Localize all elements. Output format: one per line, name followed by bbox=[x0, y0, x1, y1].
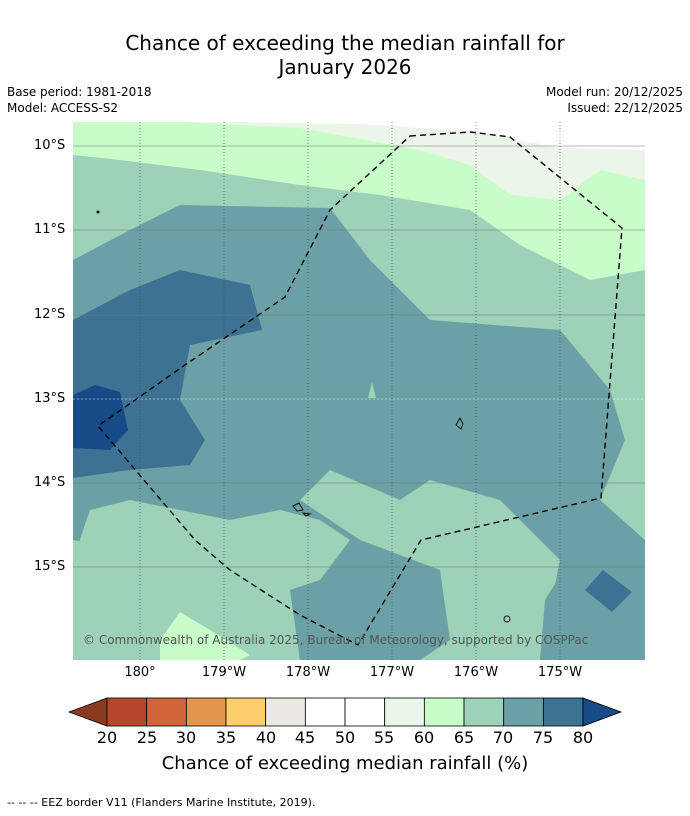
colorbar-segment bbox=[185, 697, 227, 727]
colorbar-segment bbox=[384, 697, 425, 727]
lat-label: 14°S bbox=[34, 475, 66, 490]
colorbar-segment bbox=[423, 697, 465, 727]
lat-label: 10°S bbox=[34, 138, 66, 153]
colorbar-tick: 70 bbox=[492, 728, 514, 747]
lon-label: 178°W bbox=[285, 665, 331, 680]
colorbar-segment bbox=[304, 697, 346, 727]
lon-label: 179°W bbox=[201, 665, 247, 680]
colorbar bbox=[67, 697, 623, 727]
colorbar-extend-high bbox=[582, 697, 623, 727]
eez-border bbox=[96, 131, 623, 646]
colorbar-tick: 80 bbox=[572, 728, 594, 747]
model-info: Base period: 1981-2018 Model: ACCESS-S2 bbox=[7, 84, 152, 116]
colorbar-tick: 35 bbox=[215, 728, 237, 747]
colorbar-segment bbox=[146, 697, 187, 727]
run-info: Model run: 20/12/2025 Issued: 22/12/2025 bbox=[546, 84, 683, 116]
lon-label: 177°W bbox=[369, 665, 415, 680]
colorbar-tick: 50 bbox=[334, 728, 356, 747]
model-name: Model: ACCESS-S2 bbox=[7, 101, 119, 115]
base-period: Base period: 1981-2018 bbox=[7, 85, 152, 99]
issued-date: Issued: 22/12/2025 bbox=[567, 101, 683, 115]
colorbar-label: Chance of exceeding median rainfall (%) bbox=[161, 753, 529, 774]
colorbar-segment bbox=[265, 697, 306, 727]
lat-label: 11°S bbox=[34, 222, 66, 237]
lon-label: 175°W bbox=[537, 665, 583, 680]
copyright-notice: © Commonwealth of Australia 2025, Bureau… bbox=[83, 633, 589, 647]
lat-label: 15°S bbox=[34, 559, 66, 574]
rainfall-contours bbox=[73, 122, 645, 660]
lat-label: 13°S bbox=[34, 391, 66, 406]
colorbar-segment bbox=[225, 697, 267, 727]
colorbar-tick: 45 bbox=[294, 728, 316, 747]
latitude-lines bbox=[73, 145, 645, 568]
colorbar-tick: 65 bbox=[453, 728, 475, 747]
colorbar-tick: 40 bbox=[255, 728, 277, 747]
colorbar-segment bbox=[503, 697, 544, 727]
colorbar-extend-low bbox=[67, 697, 108, 727]
model-run: Model run: 20/12/2025 bbox=[545, 85, 683, 99]
colorbar-tick: 60 bbox=[413, 728, 435, 747]
map-title-line2: January 2026 bbox=[278, 55, 412, 79]
colorbar-segment bbox=[463, 697, 505, 727]
colorbar-segment bbox=[344, 697, 386, 727]
map-title: Chance of exceeding the median rainfall … bbox=[0, 31, 690, 79]
colorbar-tick: 75 bbox=[532, 728, 554, 747]
lon-label: 176°W bbox=[453, 665, 499, 680]
colorbar-segment bbox=[542, 697, 584, 727]
colorbar-tick: 55 bbox=[373, 728, 395, 747]
colorbar-tick: 20 bbox=[96, 728, 118, 747]
lon-label: 180° bbox=[124, 665, 156, 680]
colorbar-tick: 25 bbox=[136, 728, 158, 747]
map-title-line1: Chance of exceeding the median rainfall … bbox=[125, 31, 565, 55]
colorbar-tick: 30 bbox=[175, 728, 197, 747]
colorbar-segment bbox=[106, 697, 148, 727]
islands bbox=[96, 210, 511, 623]
lat-label: 12°S bbox=[34, 307, 66, 322]
eez-legend: -- -- -- EEZ border V11 (Flanders Marine… bbox=[7, 796, 316, 809]
